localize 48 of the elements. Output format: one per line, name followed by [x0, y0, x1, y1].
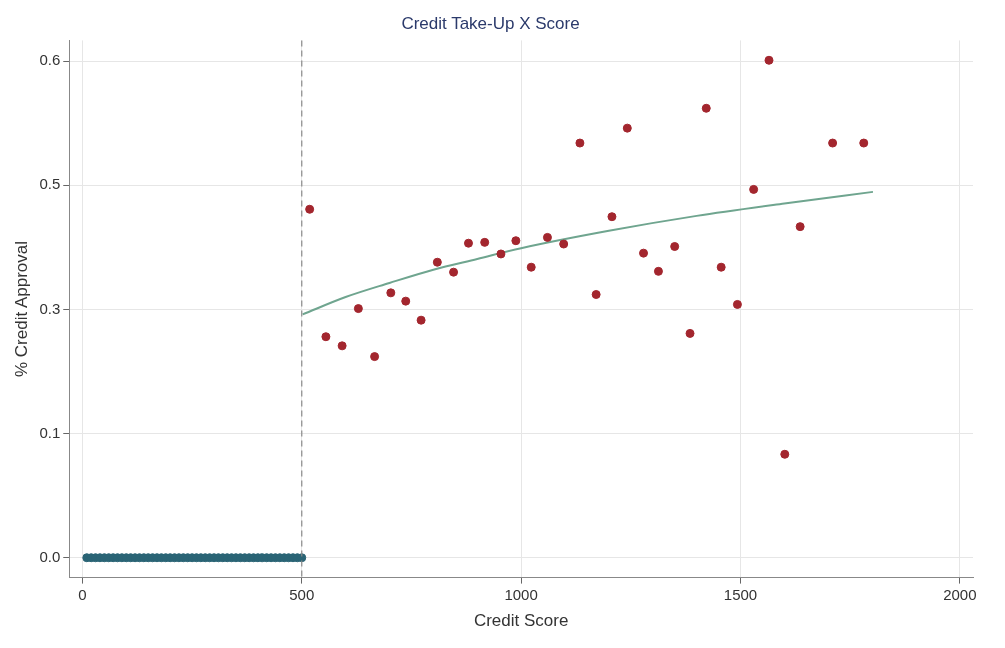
point	[526, 262, 536, 272]
point	[401, 296, 411, 306]
y-tick-label: 0.0	[39, 547, 61, 565]
point	[463, 238, 473, 248]
point	[416, 315, 426, 325]
point	[449, 267, 459, 277]
point	[749, 184, 759, 194]
point	[591, 290, 601, 300]
y-tick-label: 0.3	[39, 299, 61, 317]
y-tick-label: 0.6	[39, 51, 61, 69]
point	[701, 103, 711, 113]
point	[716, 262, 726, 272]
point	[575, 138, 585, 148]
y-tick-label: 0.5	[39, 175, 61, 193]
x-tick-label: 1500	[723, 585, 758, 603]
point	[828, 138, 838, 148]
point	[685, 328, 695, 338]
point	[622, 123, 632, 133]
y-tick-label: 0.1	[39, 423, 61, 441]
point	[305, 204, 315, 214]
point	[795, 222, 805, 232]
x-tick-label: 0	[78, 585, 87, 603]
point	[321, 332, 331, 342]
point	[480, 237, 490, 247]
point	[511, 236, 521, 246]
point	[780, 449, 790, 459]
x-axis-title: Credit Score	[473, 611, 569, 631]
point	[559, 239, 569, 249]
point	[670, 242, 680, 252]
point	[353, 304, 363, 314]
x-tick-label: 1000	[504, 585, 538, 603]
point	[337, 341, 347, 351]
x-tick-label: 2000	[943, 585, 977, 603]
point	[496, 249, 506, 259]
line-series	[301, 190, 874, 316]
x-tick-label: 500	[289, 585, 315, 603]
chart-title: Credit Take-Up X Score	[401, 13, 580, 33]
point	[859, 138, 869, 148]
point	[639, 248, 649, 258]
point	[607, 212, 617, 222]
point	[432, 257, 442, 267]
point	[764, 55, 774, 65]
point	[542, 232, 552, 242]
point	[370, 352, 380, 362]
y-axis-title: % Credit Approval	[11, 240, 31, 378]
point	[732, 299, 742, 309]
point	[386, 288, 396, 298]
point	[653, 266, 663, 276]
